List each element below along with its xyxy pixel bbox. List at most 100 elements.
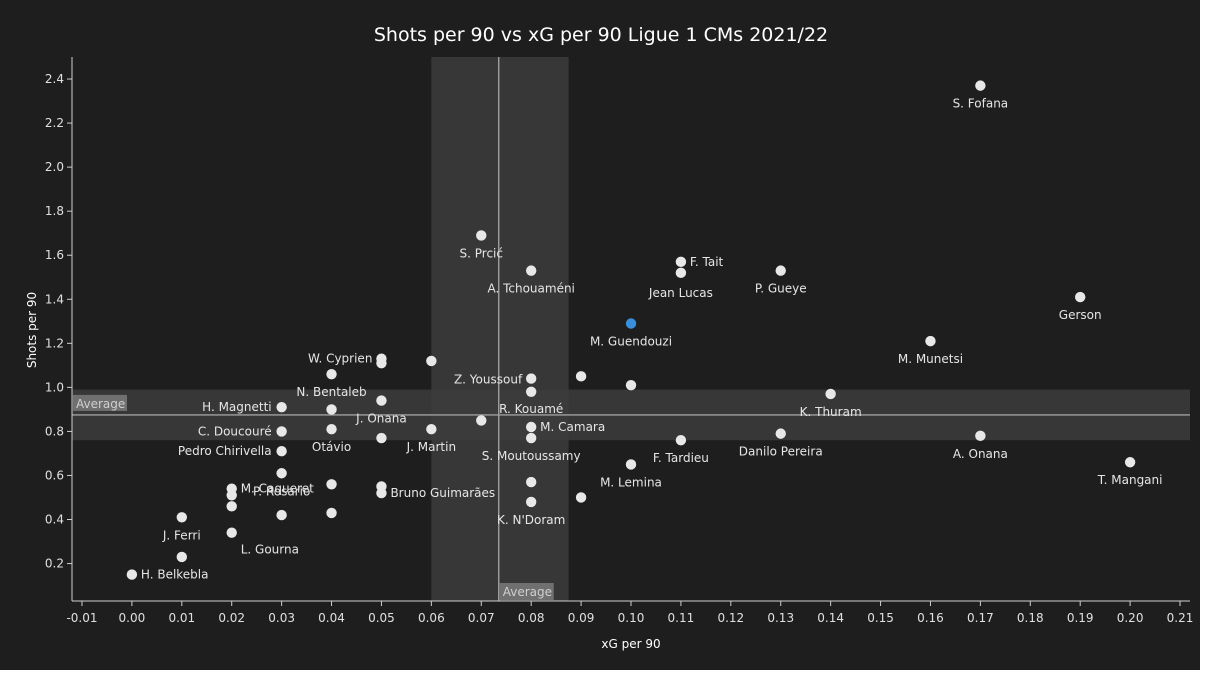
scatter-point bbox=[326, 424, 337, 435]
point-label: K. Thuram bbox=[800, 405, 862, 419]
x-tick-label: 0.20 bbox=[1117, 611, 1144, 625]
x-tick-label: 0.18 bbox=[1017, 611, 1044, 625]
point-label: M. Lemina bbox=[600, 475, 662, 489]
y-tick-label: 0.6 bbox=[45, 468, 64, 482]
y-axis-label: Shots per 90 bbox=[25, 292, 39, 368]
point-label: Jean Lucas bbox=[648, 286, 713, 300]
x-tick-label: 0.01 bbox=[168, 611, 195, 625]
scatter-point bbox=[525, 373, 537, 384]
scatter-point bbox=[525, 432, 537, 444]
point-label: W. Cyprien bbox=[308, 352, 372, 366]
point-label: S. Moutoussamy bbox=[482, 449, 581, 463]
x-tick-label: 0.10 bbox=[618, 611, 645, 625]
x-tick-label: 0.03 bbox=[268, 611, 295, 625]
scatter-point bbox=[276, 446, 287, 457]
x-tick-label: 0.15 bbox=[867, 611, 894, 625]
x-tick-label: 0.00 bbox=[119, 611, 146, 625]
scatter-point bbox=[675, 267, 687, 279]
scatter-point bbox=[675, 256, 687, 268]
y-average-tag-label: Average bbox=[76, 397, 125, 411]
scatter-point bbox=[326, 368, 337, 380]
scatter-point bbox=[825, 388, 836, 400]
point-label: Bruno Guimarães bbox=[390, 486, 495, 500]
x-tick-label: 0.11 bbox=[668, 611, 695, 625]
point-label: F. Tardieu bbox=[653, 451, 709, 465]
point-label: K. N'Doram bbox=[497, 513, 565, 527]
x-tick-label: 0.21 bbox=[1167, 611, 1194, 625]
x-tick-label: 0.05 bbox=[368, 611, 395, 625]
point-label: M. Munetsi bbox=[898, 352, 963, 366]
scatter-point bbox=[276, 468, 287, 479]
point-label: H. Magnetti bbox=[202, 400, 272, 414]
point-label: J. Ferri bbox=[162, 528, 201, 542]
point-label: R. Kouamé bbox=[499, 402, 563, 416]
average-bands: Average Average bbox=[72, 57, 1190, 601]
x-tick-label: 0.19 bbox=[1067, 611, 1094, 625]
scatter-point bbox=[525, 386, 537, 397]
point-label: M. Guendouzi bbox=[590, 334, 672, 348]
scatter-point bbox=[775, 265, 786, 276]
point-label: T. Mangani bbox=[1097, 473, 1163, 487]
point-label: J. Onana bbox=[355, 412, 407, 426]
y-tick-label: 1.8 bbox=[45, 204, 64, 218]
y-tick-label: 1.2 bbox=[45, 336, 64, 350]
y-tick-label: 2.2 bbox=[45, 116, 64, 130]
scatter-point bbox=[575, 371, 587, 382]
scatter-point bbox=[1074, 291, 1086, 303]
chart-title: Shots per 90 vs xG per 90 Ligue 1 CMs 20… bbox=[374, 24, 828, 46]
scatter-point bbox=[126, 569, 138, 580]
scatter-point bbox=[975, 80, 986, 91]
point-label: H. Belkebla bbox=[141, 568, 209, 582]
scatter-point bbox=[476, 415, 487, 426]
x-tick-label: -0.01 bbox=[66, 611, 97, 625]
scatter-point bbox=[376, 487, 387, 499]
point-label: S. Prcić bbox=[460, 246, 503, 260]
x-average-tag bbox=[499, 583, 554, 600]
scatter-point bbox=[625, 459, 637, 470]
x-tick-label: 0.07 bbox=[468, 611, 495, 625]
scatter-point bbox=[975, 430, 986, 442]
y-tick-label: 1.6 bbox=[45, 248, 64, 262]
y-tick-label: 0.2 bbox=[45, 557, 64, 571]
x-axis-label: xG per 90 bbox=[601, 637, 660, 651]
point-label: J. Martin bbox=[406, 440, 456, 454]
scatter-point bbox=[925, 335, 936, 347]
scatter-point bbox=[176, 551, 188, 563]
scatter-point bbox=[226, 490, 237, 501]
scatter-point bbox=[675, 435, 687, 446]
x-tick-label: 0.13 bbox=[767, 611, 794, 625]
scatter-point bbox=[276, 401, 287, 413]
y-tick-label: 1.0 bbox=[45, 380, 64, 394]
x-tick-label: 0.02 bbox=[218, 611, 245, 625]
point-label: L. Gourna bbox=[241, 543, 299, 557]
x-tick-label: 0.14 bbox=[817, 611, 844, 625]
point-label: A. Onana bbox=[953, 447, 1008, 461]
scatter-point bbox=[525, 476, 537, 488]
point-label: Z. Youssouf bbox=[454, 373, 523, 387]
scatter-point bbox=[326, 507, 337, 519]
x-tick-label: 0.08 bbox=[518, 611, 545, 625]
scatter-point bbox=[525, 421, 537, 433]
scatter-point bbox=[276, 426, 287, 437]
scatter-point bbox=[326, 404, 337, 415]
x-average-band bbox=[431, 57, 569, 601]
scatter-point bbox=[226, 501, 237, 512]
point-labels: S. Fofana S. Prcić F. Tait Jean Lucas P. Gue… bbox=[141, 97, 1163, 582]
point-label: S. Fofana bbox=[953, 97, 1009, 111]
scatter-point bbox=[176, 512, 188, 523]
scatter-point bbox=[326, 479, 337, 490]
y-tick-label: 2.4 bbox=[45, 72, 64, 86]
scatter-point bbox=[1124, 457, 1136, 468]
scatter-point bbox=[525, 496, 537, 508]
point-label: M. Camara bbox=[540, 420, 605, 434]
x-tick-label: 0.09 bbox=[568, 611, 595, 625]
point-label: M. Caqueret bbox=[241, 482, 314, 496]
point-label: N. Bentaleb bbox=[296, 385, 366, 399]
scatter-point bbox=[226, 527, 237, 538]
y-average-tag bbox=[73, 394, 127, 411]
scatter-point bbox=[426, 355, 437, 367]
scatter-point bbox=[625, 379, 637, 391]
highlighted-point bbox=[625, 318, 637, 329]
